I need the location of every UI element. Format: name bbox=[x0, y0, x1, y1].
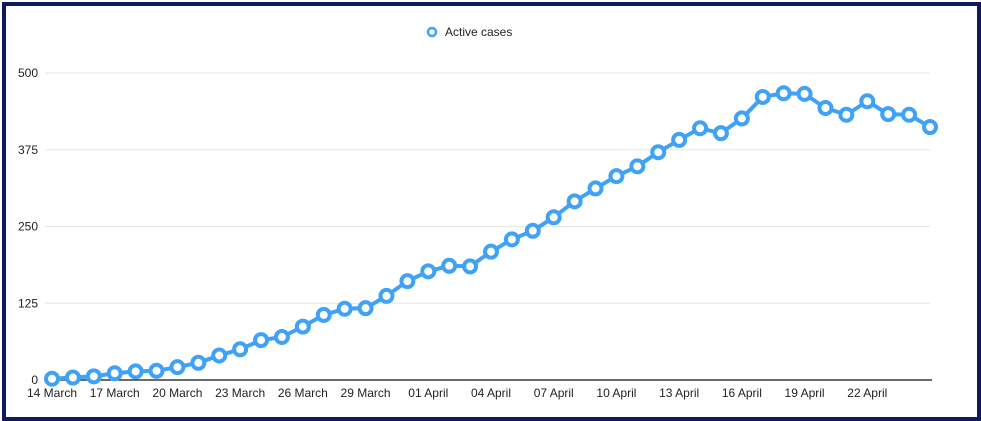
data-point[interactable] bbox=[232, 341, 249, 358]
data-point[interactable] bbox=[294, 318, 311, 335]
data-point[interactable] bbox=[44, 370, 60, 387]
data-point[interactable] bbox=[148, 362, 165, 379]
data-point[interactable] bbox=[357, 300, 374, 317]
data-point[interactable] bbox=[922, 119, 938, 136]
x-tick-label: 19 April bbox=[785, 386, 825, 400]
data-point[interactable] bbox=[420, 263, 437, 280]
x-tick-label: 01 April bbox=[408, 386, 448, 400]
data-point[interactable] bbox=[524, 222, 541, 239]
data-point[interactable] bbox=[733, 110, 750, 127]
x-tick-label: 07 April bbox=[534, 386, 574, 400]
data-point[interactable] bbox=[399, 273, 416, 290]
data-point[interactable] bbox=[190, 354, 207, 371]
x-tick-label: 26 March bbox=[278, 386, 328, 400]
y-tick-label: 0 bbox=[31, 373, 38, 387]
data-point[interactable] bbox=[273, 329, 290, 346]
x-tick-label: 23 March bbox=[215, 386, 265, 400]
data-point[interactable] bbox=[545, 209, 562, 226]
data-point[interactable] bbox=[775, 85, 792, 102]
data-point[interactable] bbox=[462, 258, 479, 275]
data-point[interactable] bbox=[587, 180, 604, 197]
legend-label: Active cases bbox=[445, 25, 512, 39]
y-tick-label: 500 bbox=[18, 66, 38, 80]
data-point[interactable] bbox=[859, 93, 876, 110]
data-point[interactable] bbox=[253, 332, 270, 349]
x-tick-label: 22 April bbox=[847, 386, 887, 400]
x-tick-label: 16 April bbox=[722, 386, 762, 400]
data-point[interactable] bbox=[106, 365, 123, 382]
data-point[interactable] bbox=[441, 257, 458, 274]
data-point[interactable] bbox=[483, 243, 499, 260]
data-point[interactable] bbox=[796, 85, 813, 102]
data-point[interactable] bbox=[503, 231, 520, 248]
x-tick-label: 29 March bbox=[341, 386, 391, 400]
data-point[interactable] bbox=[378, 287, 395, 304]
data-point[interactable] bbox=[315, 306, 332, 323]
data-point[interactable] bbox=[127, 363, 144, 380]
data-point[interactable] bbox=[838, 106, 855, 123]
x-tick-label: 17 March bbox=[90, 386, 140, 400]
data-point[interactable] bbox=[671, 131, 688, 148]
y-tick-label: 375 bbox=[18, 143, 38, 157]
x-tick-label: 04 April bbox=[471, 386, 511, 400]
data-point[interactable] bbox=[712, 125, 729, 142]
x-tick-label: 13 April bbox=[659, 386, 699, 400]
data-point[interactable] bbox=[566, 193, 583, 210]
data-point[interactable] bbox=[692, 120, 709, 137]
data-point[interactable] bbox=[880, 106, 897, 123]
legend[interactable]: Active cases bbox=[424, 25, 512, 39]
data-point[interactable] bbox=[817, 99, 834, 116]
data-point[interactable] bbox=[64, 369, 81, 386]
data-point[interactable] bbox=[85, 368, 102, 385]
x-tick-label: 14 March bbox=[27, 386, 77, 400]
series-line bbox=[51, 91, 932, 381]
data-point[interactable] bbox=[901, 106, 918, 123]
x-tick-label: 10 April bbox=[596, 386, 636, 400]
data-point[interactable] bbox=[754, 88, 771, 105]
data-point[interactable] bbox=[211, 347, 228, 364]
y-tick-label: 125 bbox=[18, 296, 38, 310]
data-point[interactable] bbox=[169, 359, 186, 376]
data-point[interactable] bbox=[629, 158, 646, 175]
y-tick-label: 250 bbox=[18, 220, 38, 234]
x-tick-label: 20 March bbox=[152, 386, 202, 400]
data-point[interactable] bbox=[608, 168, 625, 185]
legend-marker-icon bbox=[426, 26, 438, 38]
data-point[interactable] bbox=[336, 300, 353, 317]
data-point[interactable] bbox=[650, 144, 667, 161]
